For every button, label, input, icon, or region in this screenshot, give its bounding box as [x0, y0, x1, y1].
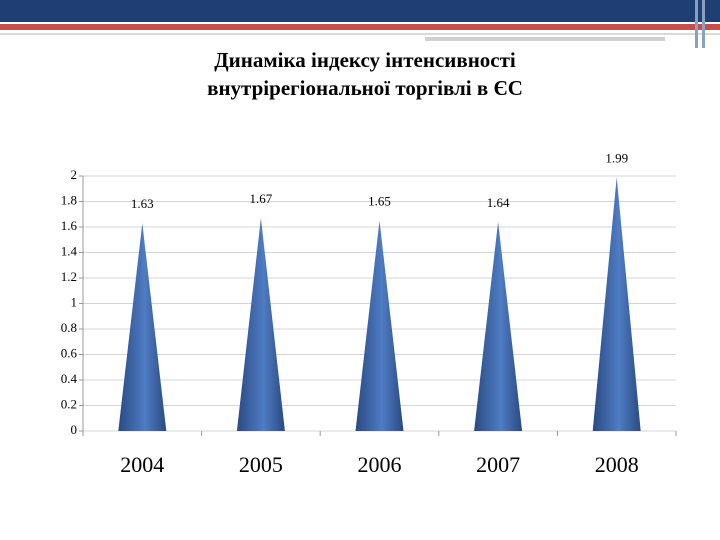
x-tick-label: 2005	[239, 452, 283, 477]
y-tick-label: 0.2	[61, 396, 77, 411]
y-tick-label: 1.2	[61, 269, 77, 284]
value-label: 1.65	[368, 194, 391, 209]
y-tick-label: 0.4	[61, 371, 78, 386]
cone	[355, 220, 404, 431]
y-tick-label: 1.8	[61, 192, 77, 207]
header-mark	[695, 0, 698, 48]
y-tick-label: 2	[71, 167, 78, 182]
chart-title: внутрірегіональної торгівлі в ЄС	[207, 76, 523, 100]
cone	[474, 221, 523, 431]
x-tick-label: 2004	[120, 452, 164, 477]
value-label: 1.63	[131, 196, 154, 211]
cone	[236, 218, 285, 431]
y-tick-label: 0.8	[61, 320, 77, 335]
header-accent	[425, 37, 665, 41]
y-tick-label: 1.6	[61, 218, 78, 233]
x-tick-label: 2008	[595, 452, 639, 477]
x-tick-label: 2006	[358, 452, 402, 477]
y-tick-label: 1	[71, 294, 78, 309]
plot: 0 0.2 0.4 0.6 0.8 1 1.2 1.4 1.6 1.8 2 2004 1.63 2005 1…	[61, 150, 677, 477]
y-tick-label: 0	[71, 422, 78, 437]
header-band	[0, 0, 720, 22]
cone	[118, 223, 167, 431]
header-line	[0, 33, 720, 35]
value-label: 1.99	[605, 150, 628, 165]
header-stripe	[0, 24, 720, 30]
cone	[592, 177, 641, 431]
value-label: 1.64	[487, 195, 510, 210]
x-tick-label: 2007	[476, 452, 520, 477]
value-label: 1.67	[250, 191, 273, 206]
y-tick-label: 0.6	[61, 345, 78, 360]
chart-title: Динаміка індексу інтенсивності	[214, 48, 516, 72]
y-tick-label: 1.4	[61, 243, 78, 258]
header-mark	[702, 0, 705, 48]
